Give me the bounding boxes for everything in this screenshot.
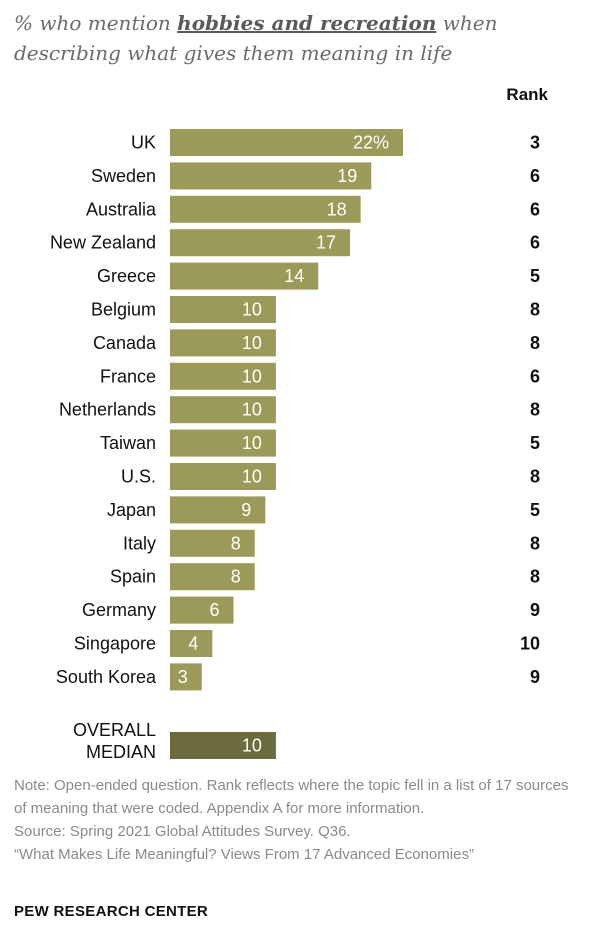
- value-label-11: 9: [241, 500, 251, 520]
- value-label-5: 10: [242, 300, 262, 320]
- bar-16: [170, 663, 202, 691]
- title-prefix: % who mention: [14, 11, 178, 35]
- category-label-1: Sweden: [91, 166, 156, 186]
- value-label-8: 10: [242, 400, 262, 420]
- rank-value-13: 8: [530, 567, 540, 587]
- value-label-13: 8: [231, 567, 241, 587]
- category-label-10: U.S.: [121, 467, 156, 487]
- bar-4: [170, 262, 319, 290]
- report-title: “What Makes Life Meaningful? Views From …: [14, 846, 474, 863]
- bar-13: [170, 563, 255, 591]
- bar-14: [170, 596, 234, 624]
- rank-value-15: 10: [520, 634, 540, 654]
- rank-value-7: 6: [530, 366, 540, 386]
- source-text: Source: Spring 2021 Global Attitudes Sur…: [14, 823, 351, 840]
- bar-2: [170, 195, 361, 223]
- bar-8: [170, 396, 276, 424]
- bar-3: [170, 229, 351, 257]
- category-label-8: Netherlands: [59, 400, 156, 420]
- category-label-12: Italy: [123, 533, 156, 553]
- bar-6: [170, 329, 276, 357]
- rank-value-11: 5: [530, 500, 540, 520]
- rank-value-12: 8: [530, 533, 540, 553]
- value-label-4: 14: [284, 266, 304, 286]
- category-label-13: Spain: [110, 567, 156, 587]
- rank-value-6: 8: [530, 333, 540, 353]
- rank-value-2: 6: [530, 199, 540, 219]
- category-label-2: Australia: [86, 199, 157, 219]
- bar-9: [170, 429, 276, 457]
- rank-value-9: 5: [530, 433, 540, 453]
- category-label-11: Japan: [107, 500, 156, 520]
- value-label-3: 17: [316, 233, 336, 253]
- category-label-0: UK: [131, 133, 156, 153]
- bar-0: [170, 129, 403, 156]
- value-label-7: 10: [242, 366, 262, 386]
- value-label-2: 18: [327, 199, 347, 219]
- category-label-14: Germany: [82, 600, 156, 620]
- rank-value-4: 5: [530, 266, 540, 286]
- value-label-16: 3: [178, 667, 188, 687]
- bar-11: [170, 496, 266, 524]
- value-label-10: 10: [242, 467, 262, 487]
- median-value-label: 10: [242, 736, 262, 756]
- rank-value-5: 8: [530, 300, 540, 320]
- chart-notes: Note: Open-ended question. Rank reflects…: [14, 774, 574, 866]
- category-label-5: Belgium: [91, 300, 156, 320]
- median-bar: [170, 732, 276, 759]
- median-label-line2: MEDIAN: [86, 742, 156, 762]
- title-highlight: hobbies and recreation: [177, 11, 437, 35]
- value-label-14: 6: [210, 600, 220, 620]
- category-label-6: Canada: [93, 333, 157, 353]
- bar-12: [170, 529, 255, 557]
- value-label-15: 4: [188, 634, 198, 654]
- pew-logo-text: PEW RESEARCH CENTER: [14, 903, 209, 920]
- title-suffix: when describing what gives them meaning …: [14, 11, 498, 65]
- value-label-0: 22%: [353, 133, 389, 153]
- bar-10: [170, 463, 276, 490]
- category-label-3: New Zealand: [50, 233, 156, 253]
- category-label-16: South Korea: [56, 667, 157, 687]
- bar-7: [170, 362, 276, 390]
- rank-value-8: 8: [530, 400, 540, 420]
- rank-value-16: 9: [530, 667, 540, 687]
- rank-value-14: 9: [530, 600, 540, 620]
- chart-title: % who mention hobbies and recreation whe…: [14, 8, 574, 68]
- rank-value-0: 3: [530, 133, 540, 153]
- bar-1: [170, 162, 372, 190]
- rank-value-10: 8: [530, 467, 540, 487]
- category-label-4: Greece: [97, 266, 156, 286]
- rank-value-3: 6: [530, 233, 540, 253]
- category-label-9: Taiwan: [100, 433, 156, 453]
- median-label-line1: OVERALL: [73, 720, 156, 740]
- bar-15: [170, 630, 213, 657]
- rank-column-header: Rank: [506, 85, 548, 104]
- value-label-12: 8: [231, 533, 241, 553]
- bar-chart: UK 22% 3 Sweden 19 6 Australia 18 6 New Zealand 17…: [50, 129, 540, 762]
- rank-value-1: 6: [530, 166, 540, 186]
- value-label-9: 10: [242, 433, 262, 453]
- note-text: Note: Open-ended question. Rank reflects…: [14, 777, 569, 817]
- bar-5: [170, 296, 276, 323]
- category-label-15: Singapore: [74, 634, 156, 654]
- value-label-6: 10: [242, 333, 262, 353]
- value-label-1: 19: [337, 166, 357, 186]
- category-label-7: France: [100, 366, 156, 386]
